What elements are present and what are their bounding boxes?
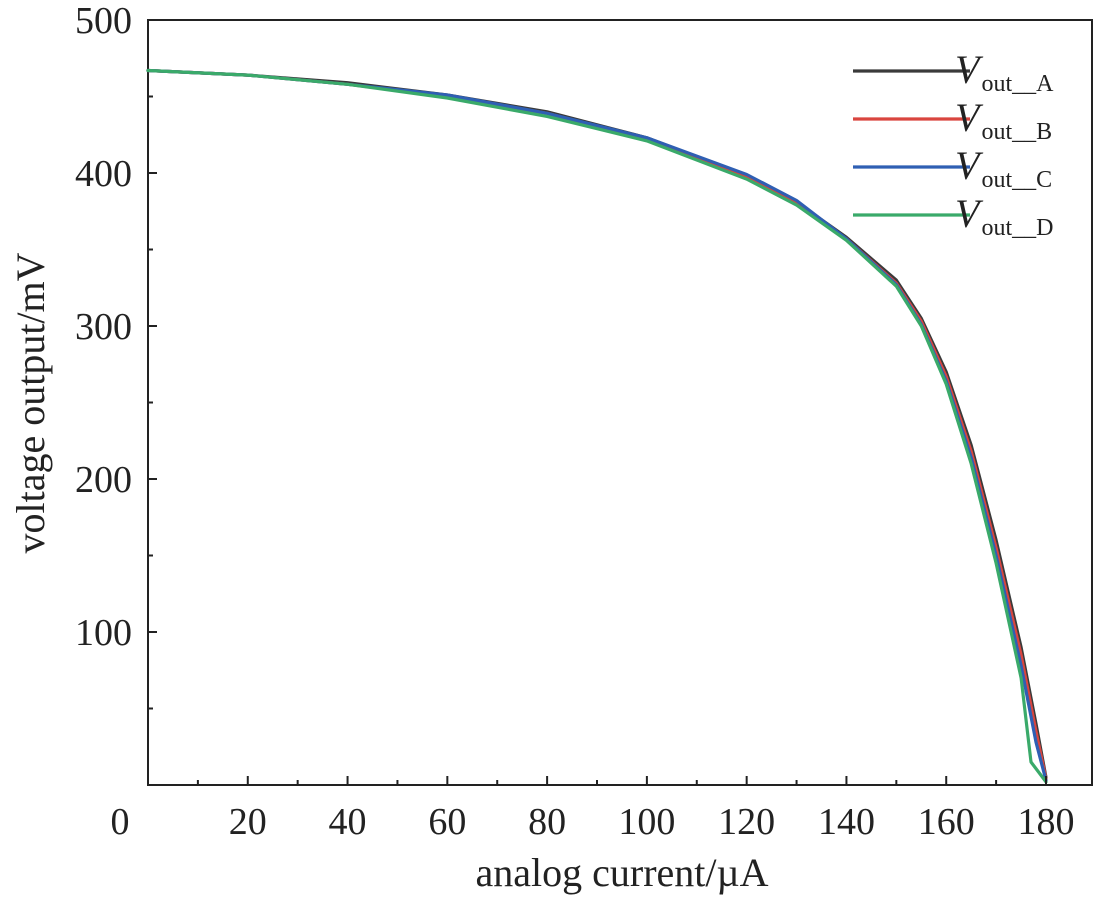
y-tick-label: 400 [75,153,132,195]
y-axis-title: voltage output/mV [8,252,53,553]
axes-layer: 0 20 40 60 80 100 120 140 160 180 100 200 300 400 500 [75,0,1075,843]
y-tick-label: 300 [75,306,132,348]
x-tick-label: 60 [428,801,466,843]
legend-label: Vout__C [955,143,1052,193]
legend-label: Vout__D [955,191,1053,241]
x-tick-label: 180 [1018,801,1075,843]
series-line-v-out-a [146,68,1048,780]
x-tick-label: 80 [528,801,566,843]
y-tick-label: 200 [75,459,132,501]
series-line-v-out-c [146,68,1048,783]
x-tick-label: 40 [329,801,367,843]
series-line-v-out-d [146,68,1048,784]
legend-entry: Vout__D [853,191,1053,241]
legend-entry: Vout__A [853,47,1054,97]
x-axis-title: analog current/µA [476,850,769,895]
x-tick-label: 0 [111,801,130,843]
legend-entry: Vout__C [853,143,1052,193]
y-tick-label: 500 [75,0,132,42]
x-tick-label: 120 [718,801,775,843]
legend-label: Vout__A [955,47,1054,97]
x-tick-label: 100 [618,801,675,843]
legend-label: Vout__B [955,95,1052,145]
legend-entry: Vout__B [853,95,1052,145]
x-tick-label: 140 [818,801,875,843]
y-tick-label: 100 [75,612,132,654]
series-line-v-out-b [146,68,1048,781]
x-tick-label: 20 [229,801,267,843]
x-tick-label: 160 [918,801,975,843]
series-layer [146,68,1048,784]
